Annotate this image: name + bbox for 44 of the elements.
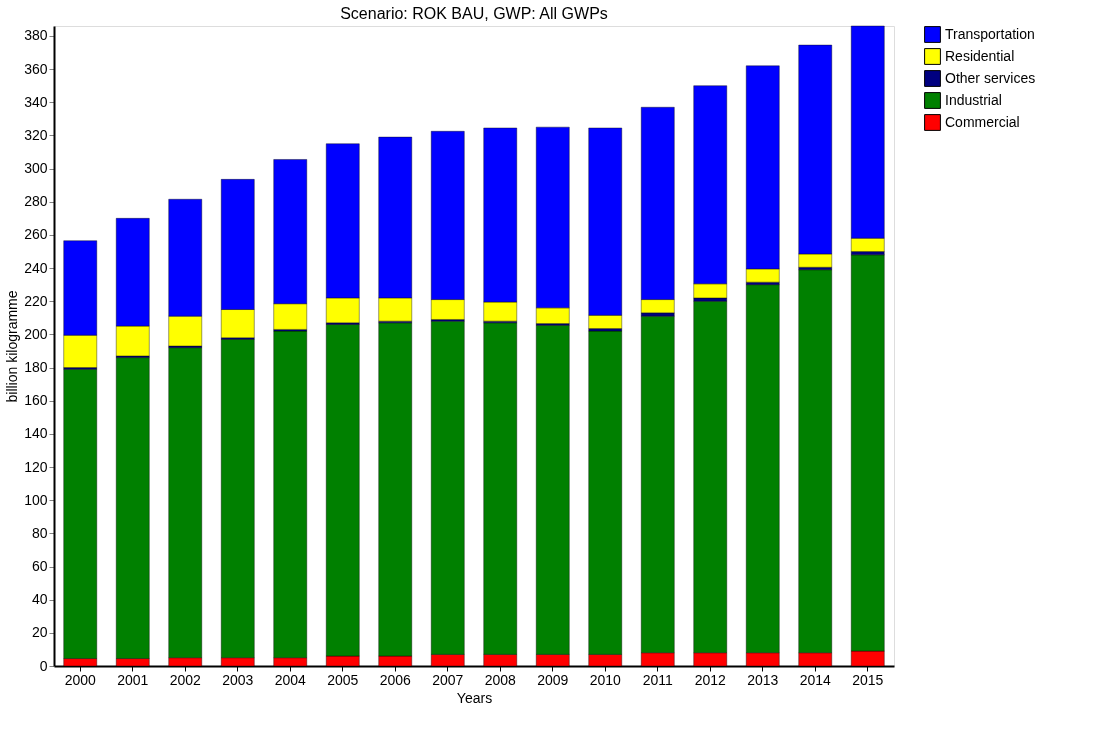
y-tick-label: 160: [24, 392, 48, 409]
y-tick-label: 200: [24, 325, 48, 342]
legend-label: Other services: [945, 69, 1036, 86]
y-axis-title: billion kilogramme: [4, 290, 21, 403]
y-tick-label: 20: [31, 624, 48, 641]
x-tick-label: 2003: [222, 671, 254, 688]
y-tick-label: 300: [24, 160, 48, 177]
x-tick-label: 2008: [484, 671, 517, 688]
y-tick-label: 80: [31, 524, 48, 541]
y-tick-label: 280: [24, 193, 48, 210]
x-tick-label: 2000: [64, 671, 97, 688]
y-tick-label: 100: [24, 491, 48, 508]
legend-label: Commercial: [945, 113, 1020, 130]
y-tick-label: 340: [24, 93, 48, 110]
y-tick-label: 140: [24, 425, 48, 442]
x-tick-label: 2010: [589, 671, 622, 688]
x-tick-label: 2001: [117, 671, 149, 688]
x-tick-label: 2007: [432, 671, 464, 688]
x-tick-label: 2009: [537, 671, 569, 688]
legend-label: Transportation: [945, 25, 1035, 42]
y-tick-label: 220: [24, 292, 48, 309]
x-tick-label: 2013: [747, 671, 779, 688]
y-tick-label: 60: [31, 558, 48, 575]
x-tick-label: 2014: [799, 671, 832, 688]
y-tick-label: 180: [24, 359, 48, 376]
x-tick-label: 2004: [274, 671, 307, 688]
y-tick-label: 240: [24, 259, 48, 276]
y-tick-label: 360: [24, 60, 48, 77]
x-tick-label: 2011: [642, 671, 674, 688]
x-tick-label: 2006: [379, 671, 412, 688]
y-tick-label: 260: [24, 226, 48, 243]
x-tick-label: 2012: [694, 671, 727, 688]
chart-title: Scenario: ROK BAU, GWP: All GWPs: [340, 4, 608, 22]
y-tick-label: 40: [31, 591, 48, 608]
legend-label: Industrial: [945, 91, 1002, 108]
legend-label: Residential: [945, 47, 1015, 64]
y-tick-label: 380: [24, 27, 48, 44]
x-axis-title: Years: [456, 689, 493, 706]
y-tick-label: 0: [39, 657, 48, 674]
x-tick-label: 2015: [852, 671, 884, 688]
x-tick-label: 2002: [169, 671, 202, 688]
y-tick-label: 120: [24, 458, 48, 475]
x-tick-label: 2005: [327, 671, 359, 688]
y-tick-label: 320: [24, 126, 48, 143]
